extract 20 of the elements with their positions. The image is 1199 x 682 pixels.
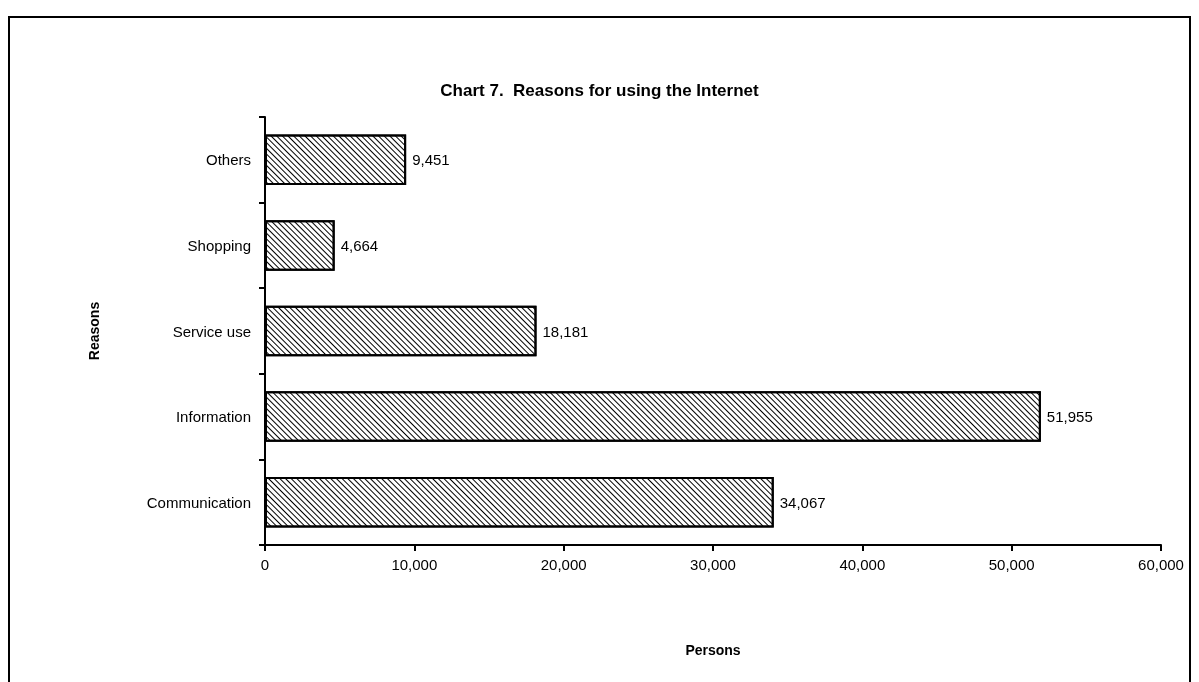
x-axis-title: Persons xyxy=(685,642,741,658)
x-tick-label: 0 xyxy=(260,556,270,573)
chart-title: Chart 7. Reasons for using the Internet xyxy=(440,81,759,100)
x-tick-label: 30,000 xyxy=(690,556,736,573)
y-tick-label: Shopping xyxy=(187,236,251,254)
x-tick-label: 60,000 xyxy=(1138,556,1184,573)
x-tick-label: 10,000 xyxy=(391,556,438,573)
x-tick-label: 50,000 xyxy=(988,556,1035,573)
data-label: 34,067 xyxy=(779,493,826,511)
data-label: 9,451 xyxy=(412,151,450,169)
y-tick-label: Information xyxy=(175,408,251,426)
y-tick-label: Communication xyxy=(146,493,251,511)
data-label: 51,955 xyxy=(1046,408,1093,426)
y-tick-label: Others xyxy=(205,151,251,169)
x-tick-label: 40,000 xyxy=(839,556,886,573)
y-tick-label: Service use xyxy=(172,322,251,340)
data-label: 4,664 xyxy=(340,236,379,254)
y-axis-title: Reasons xyxy=(86,301,102,361)
data-label: 18,181 xyxy=(542,322,589,340)
x-tick-label: 20,000 xyxy=(540,556,587,573)
